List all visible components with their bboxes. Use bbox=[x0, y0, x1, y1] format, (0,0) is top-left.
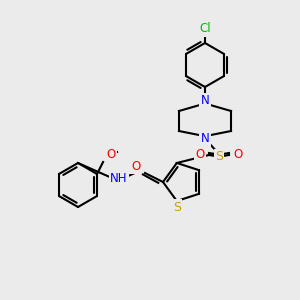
Text: N: N bbox=[201, 133, 209, 146]
Text: O: O bbox=[106, 148, 116, 160]
Text: S: S bbox=[215, 151, 223, 164]
Text: NH: NH bbox=[110, 172, 128, 184]
Text: N: N bbox=[201, 94, 209, 107]
Text: O: O bbox=[195, 148, 205, 160]
Text: O: O bbox=[233, 148, 243, 160]
Text: Cl: Cl bbox=[199, 22, 211, 35]
Text: S: S bbox=[173, 200, 181, 214]
Text: O: O bbox=[131, 160, 141, 172]
